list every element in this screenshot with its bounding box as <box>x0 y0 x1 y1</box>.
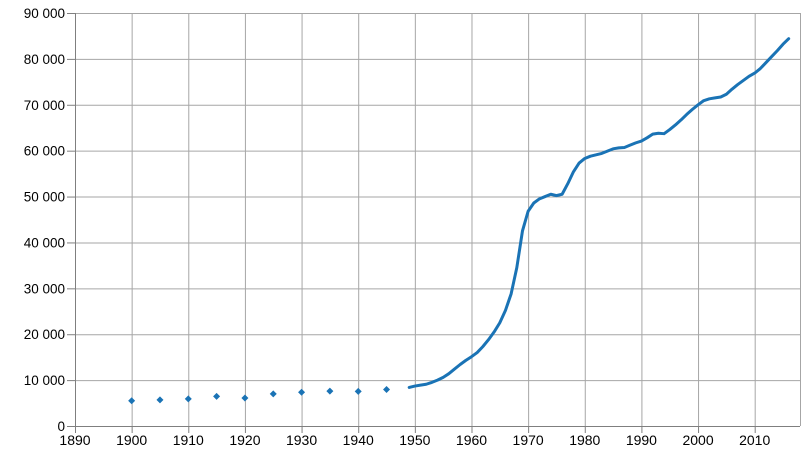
census-point-marker <box>241 394 249 402</box>
census-point-marker <box>383 386 391 394</box>
y-tick-label: 30 000 <box>24 281 65 296</box>
x-tick-label: 1930 <box>286 432 317 448</box>
census-point-marker <box>298 388 306 396</box>
x-tick-label: 1950 <box>399 432 430 448</box>
x-tick-label: 1990 <box>626 432 657 448</box>
y-tick-label: 20 000 <box>24 327 65 342</box>
y-tick-label: 50 000 <box>24 190 65 205</box>
y-tick-label: 60 000 <box>24 144 65 159</box>
census-point-marker <box>269 390 277 398</box>
x-tick-label: 1900 <box>116 432 147 448</box>
y-tick-label: 70 000 <box>24 98 65 113</box>
census-point-marker <box>184 395 192 403</box>
x-tick-label: 1890 <box>59 432 90 448</box>
census-point-marker <box>128 397 136 405</box>
x-tick-label: 1970 <box>513 432 544 448</box>
y-tick-label: 10 000 <box>24 373 65 388</box>
y-tick-label: 80 000 <box>24 52 65 67</box>
x-tick-label: 2000 <box>682 432 713 448</box>
x-tick-label: 1960 <box>456 432 487 448</box>
census-point-marker <box>156 396 164 404</box>
census-point-marker <box>326 387 334 395</box>
census-point-marker <box>213 392 221 400</box>
y-tick-label: 0 <box>57 419 65 434</box>
x-tick-label: 1940 <box>343 432 374 448</box>
population-series-line <box>407 37 791 389</box>
y-tick-label: 90 000 <box>24 6 65 21</box>
census-point-marker <box>354 387 362 395</box>
x-tick-label: 1920 <box>229 432 260 448</box>
x-tick-label: 1980 <box>569 432 600 448</box>
x-tick-label: 2010 <box>739 432 770 448</box>
y-tick-label: 40 000 <box>24 235 65 250</box>
x-tick-label: 1910 <box>173 432 204 448</box>
